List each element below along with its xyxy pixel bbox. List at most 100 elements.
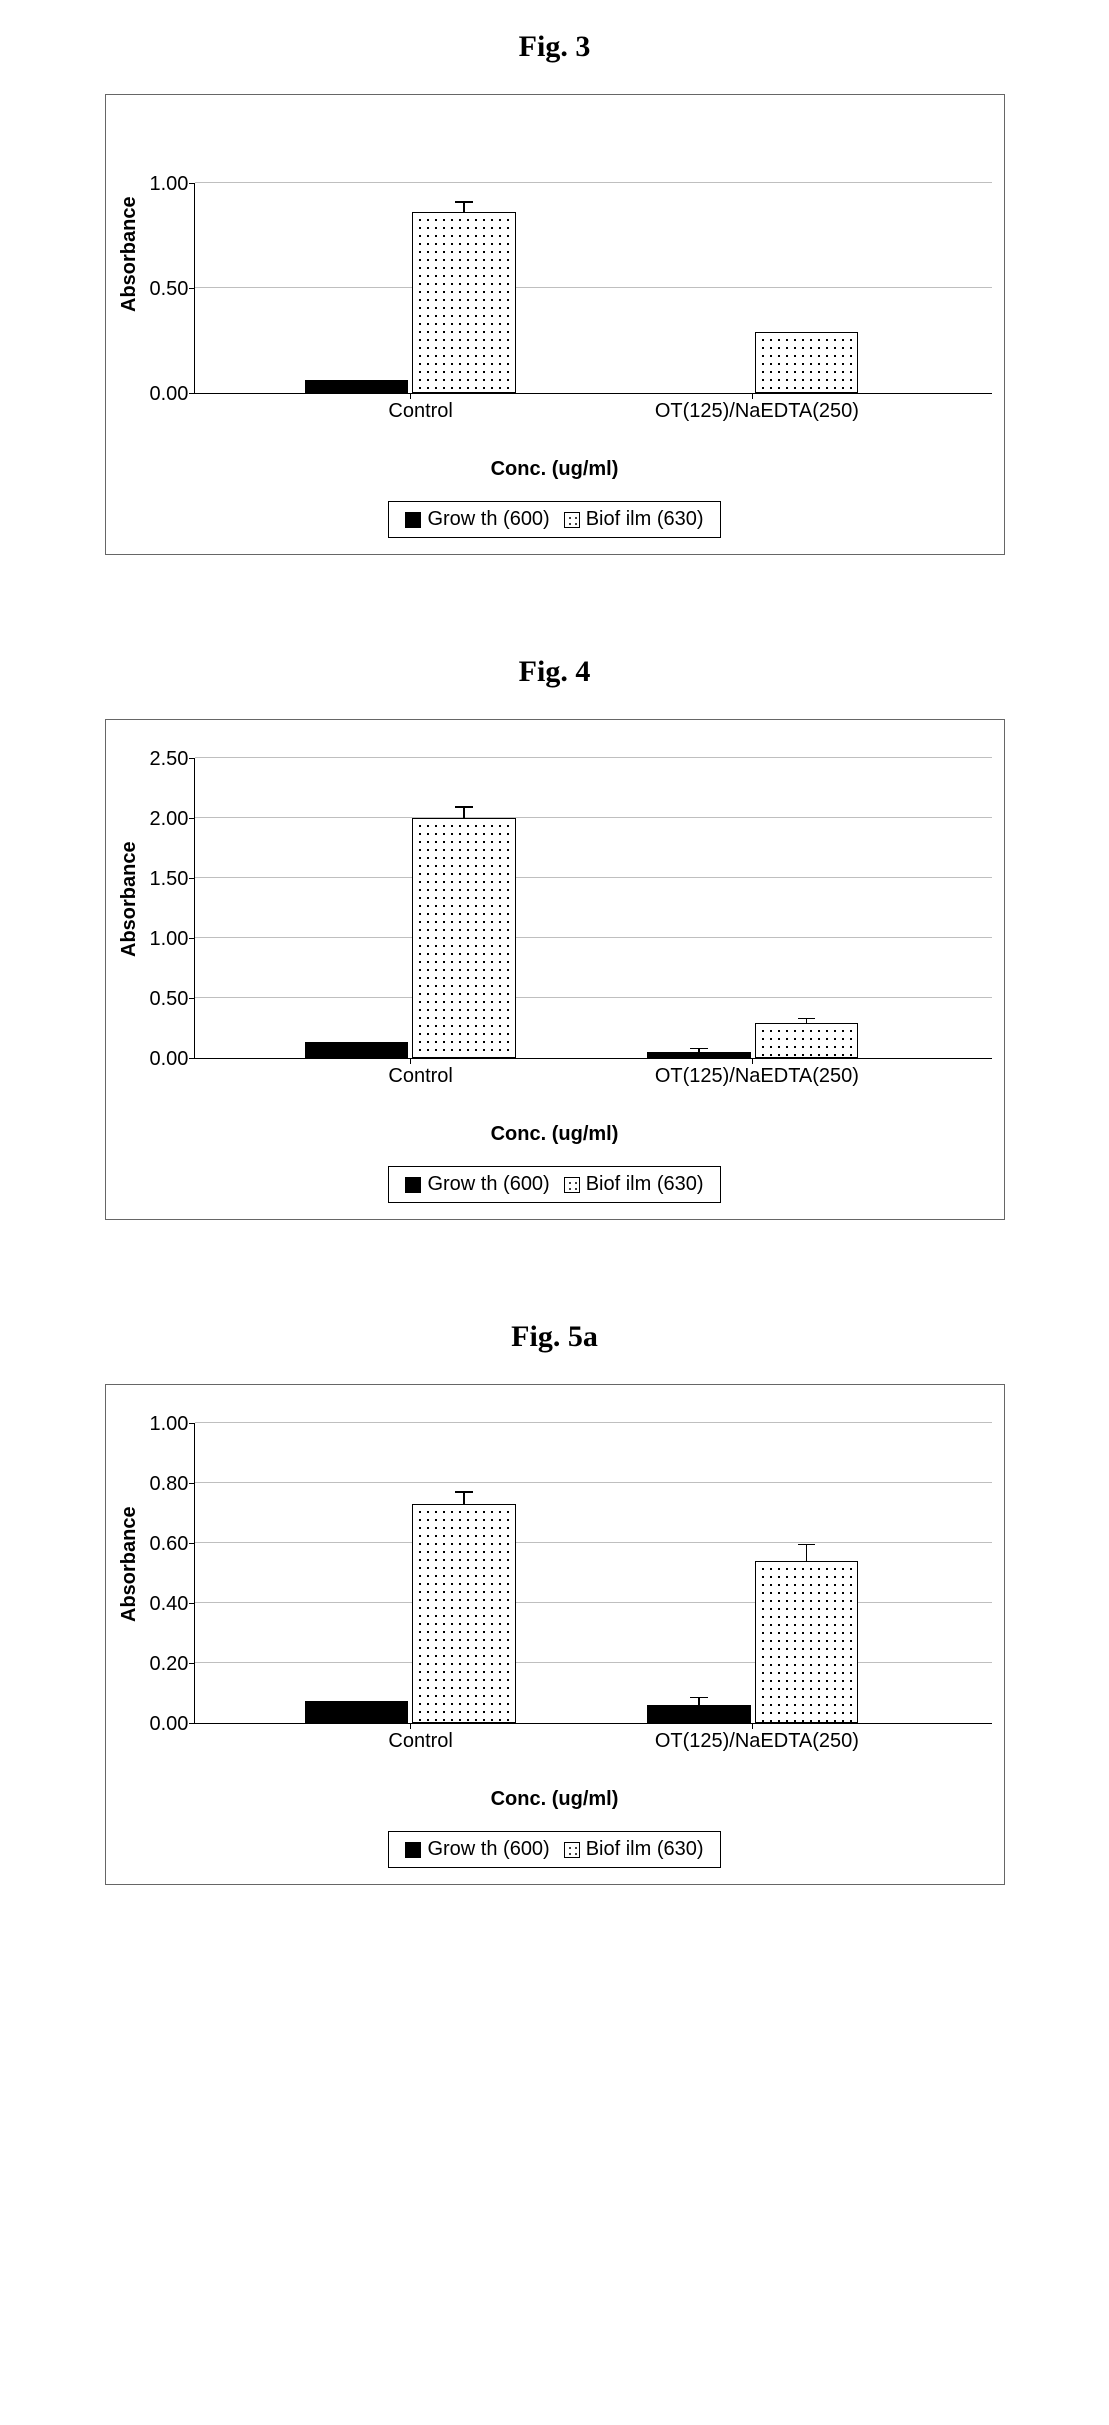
legend-label: Grow th (600)	[427, 1838, 549, 1861]
errorbar-biofilm	[806, 1545, 808, 1562]
legend: Grow th (600) Biof ilm (630)	[388, 501, 720, 538]
x-tick-mark	[410, 393, 411, 399]
bar-growth	[305, 380, 408, 393]
y-tick-mark	[189, 1483, 195, 1484]
gridline	[195, 1542, 991, 1543]
x-labels-row: Control OT(125)/NaEDTA(250)	[118, 1065, 992, 1093]
plot-area-wrap	[194, 113, 991, 394]
x-category-label: Control	[388, 1730, 452, 1753]
x-category-label: Control	[388, 400, 452, 423]
x-tick-mark	[752, 393, 753, 399]
bar-biofilm	[755, 1561, 858, 1723]
y-tick-mark	[189, 878, 195, 879]
chart-outer: Absorbance2.502.001.501.000.500.00 Contro…	[105, 719, 1005, 1220]
y-tick-mark	[189, 1058, 195, 1059]
bar-growth	[647, 1052, 750, 1058]
plot-row: Absorbance1.000.800.600.400.200.00	[118, 1403, 992, 1724]
x-axis-label: Conc. (ug/ml)	[118, 1788, 992, 1811]
chart-outer: Absorbance1.000.500.00 Control OT(125)/NaE…	[105, 94, 1005, 555]
plot-area	[194, 1423, 991, 1724]
legend-label: Grow th (600)	[427, 508, 549, 531]
x-tick-mark	[410, 1723, 411, 1729]
plot-area-wrap	[194, 738, 991, 1059]
gridline	[195, 937, 991, 938]
gridline	[195, 1422, 991, 1423]
x-category-label: OT(125)/NaEDTA(250)	[655, 400, 859, 423]
page: Fig. 3Absorbance1.000.500.00ControlOT(12…	[0, 0, 1109, 2045]
x-labels-area: Control OT(125)/NaEDTA(250)	[210, 1065, 992, 1093]
y-axis-label: Absorbance	[118, 739, 144, 1059]
bar-growth	[647, 1705, 750, 1723]
x-axis-label: Conc. (ug/ml)	[118, 458, 992, 481]
y-tick-mark	[189, 1663, 195, 1664]
legend-swatch-icon	[405, 1842, 421, 1858]
legend-item: Grow th (600)	[405, 1838, 549, 1861]
y-axis-label: Absorbance	[118, 114, 144, 394]
x-labels-area: Control OT(125)/NaEDTA(250)	[210, 1730, 992, 1758]
legend-label: Grow th (600)	[427, 1173, 549, 1196]
plot-row: Absorbance1.000.500.00	[118, 113, 992, 394]
y-axis-label: Absorbance	[118, 1404, 144, 1724]
legend-label: Biof ilm (630)	[586, 508, 704, 531]
errorbar-biofilm-cap	[455, 806, 473, 808]
legend-swatch-icon	[405, 512, 421, 528]
plot-area-wrap	[194, 1403, 991, 1724]
x-tick-mark	[410, 1058, 411, 1064]
y-tick-mark	[189, 1603, 195, 1604]
figure-block-fig4: Fig. 4 Absorbance2.502.001.501.000.500.00…	[0, 655, 1109, 1220]
legend-swatch-icon	[564, 1842, 580, 1858]
x-category-label: OT(125)/NaEDTA(250)	[655, 1730, 859, 1753]
y-tick-mark	[189, 938, 195, 939]
gridline	[195, 182, 991, 183]
x-labels-row: Control OT(125)/NaEDTA(250)	[118, 400, 992, 428]
errorbar-biofilm-cap	[798, 1544, 816, 1546]
legend-item: Grow th (600)	[405, 1173, 549, 1196]
y-tick-mark	[189, 818, 195, 819]
y-tick-mark	[189, 288, 195, 289]
y-tick-mark	[189, 758, 195, 759]
errorbar-growth-cap	[690, 1048, 708, 1050]
y-tick-labels: 2.502.001.501.000.500.00	[150, 739, 195, 1059]
chart-outer: Absorbance1.000.800.600.400.200.00 Contro…	[105, 1384, 1005, 1885]
legend-item: Grow th (600)	[405, 508, 549, 531]
x-axis-label: Conc. (ug/ml)	[118, 1123, 992, 1146]
bar-biofilm	[755, 1023, 858, 1058]
y-tick-mark	[189, 1723, 195, 1724]
legend-swatch-icon	[564, 512, 580, 528]
plot-row: Absorbance2.502.001.501.000.500.00	[118, 738, 992, 1059]
x-labels-row: Control OT(125)/NaEDTA(250)	[118, 1730, 992, 1758]
y-tick-labels: 1.000.800.600.400.200.00	[150, 1404, 195, 1724]
figure-block-fig3: Fig. 3Absorbance1.000.500.00ControlOT(12…	[0, 30, 1109, 555]
errorbar-biofilm-cap	[455, 201, 473, 203]
y-tick-mark	[189, 1543, 195, 1544]
legend-item: Biof ilm (630)	[564, 508, 704, 531]
y-tick-labels: 1.000.500.00	[150, 114, 195, 394]
x-category-label: OT(125)/NaEDTA(250)	[655, 1065, 859, 1088]
x-category-label: Control	[388, 1065, 452, 1088]
bar-biofilm	[755, 332, 858, 393]
gridline	[195, 1482, 991, 1483]
x-labels-area: Control OT(125)/NaEDTA(250)	[210, 400, 992, 428]
gridline	[195, 817, 991, 818]
x-tick-mark	[752, 1723, 753, 1729]
gridline	[195, 757, 991, 758]
x-tick-mark	[752, 1058, 753, 1064]
plot-area	[194, 183, 991, 394]
errorbar-biofilm-cap	[798, 1018, 816, 1020]
legend-swatch-icon	[405, 1177, 421, 1193]
legend-item: Biof ilm (630)	[564, 1173, 704, 1196]
figure-title: Fig. 4	[0, 655, 1109, 689]
errorbar-biofilm	[463, 1492, 465, 1504]
bar-biofilm	[412, 212, 515, 393]
gridline	[195, 1662, 991, 1663]
bar-biofilm	[412, 818, 515, 1058]
figure-block-fig5a: Fig. 5a Absorbance1.000.800.600.400.200.0…	[0, 1320, 1109, 1885]
y-tick-mark	[189, 183, 195, 184]
bar-biofilm	[412, 1504, 515, 1723]
figure-title: Fig. 5a	[0, 1320, 1109, 1354]
legend-item: Biof ilm (630)	[564, 1838, 704, 1861]
errorbar-growth-cap	[690, 1697, 708, 1699]
y-tick-mark	[189, 998, 195, 999]
legend: Grow th (600) Biof ilm (630)	[388, 1831, 720, 1868]
legend: Grow th (600) Biof ilm (630)	[388, 1166, 720, 1203]
